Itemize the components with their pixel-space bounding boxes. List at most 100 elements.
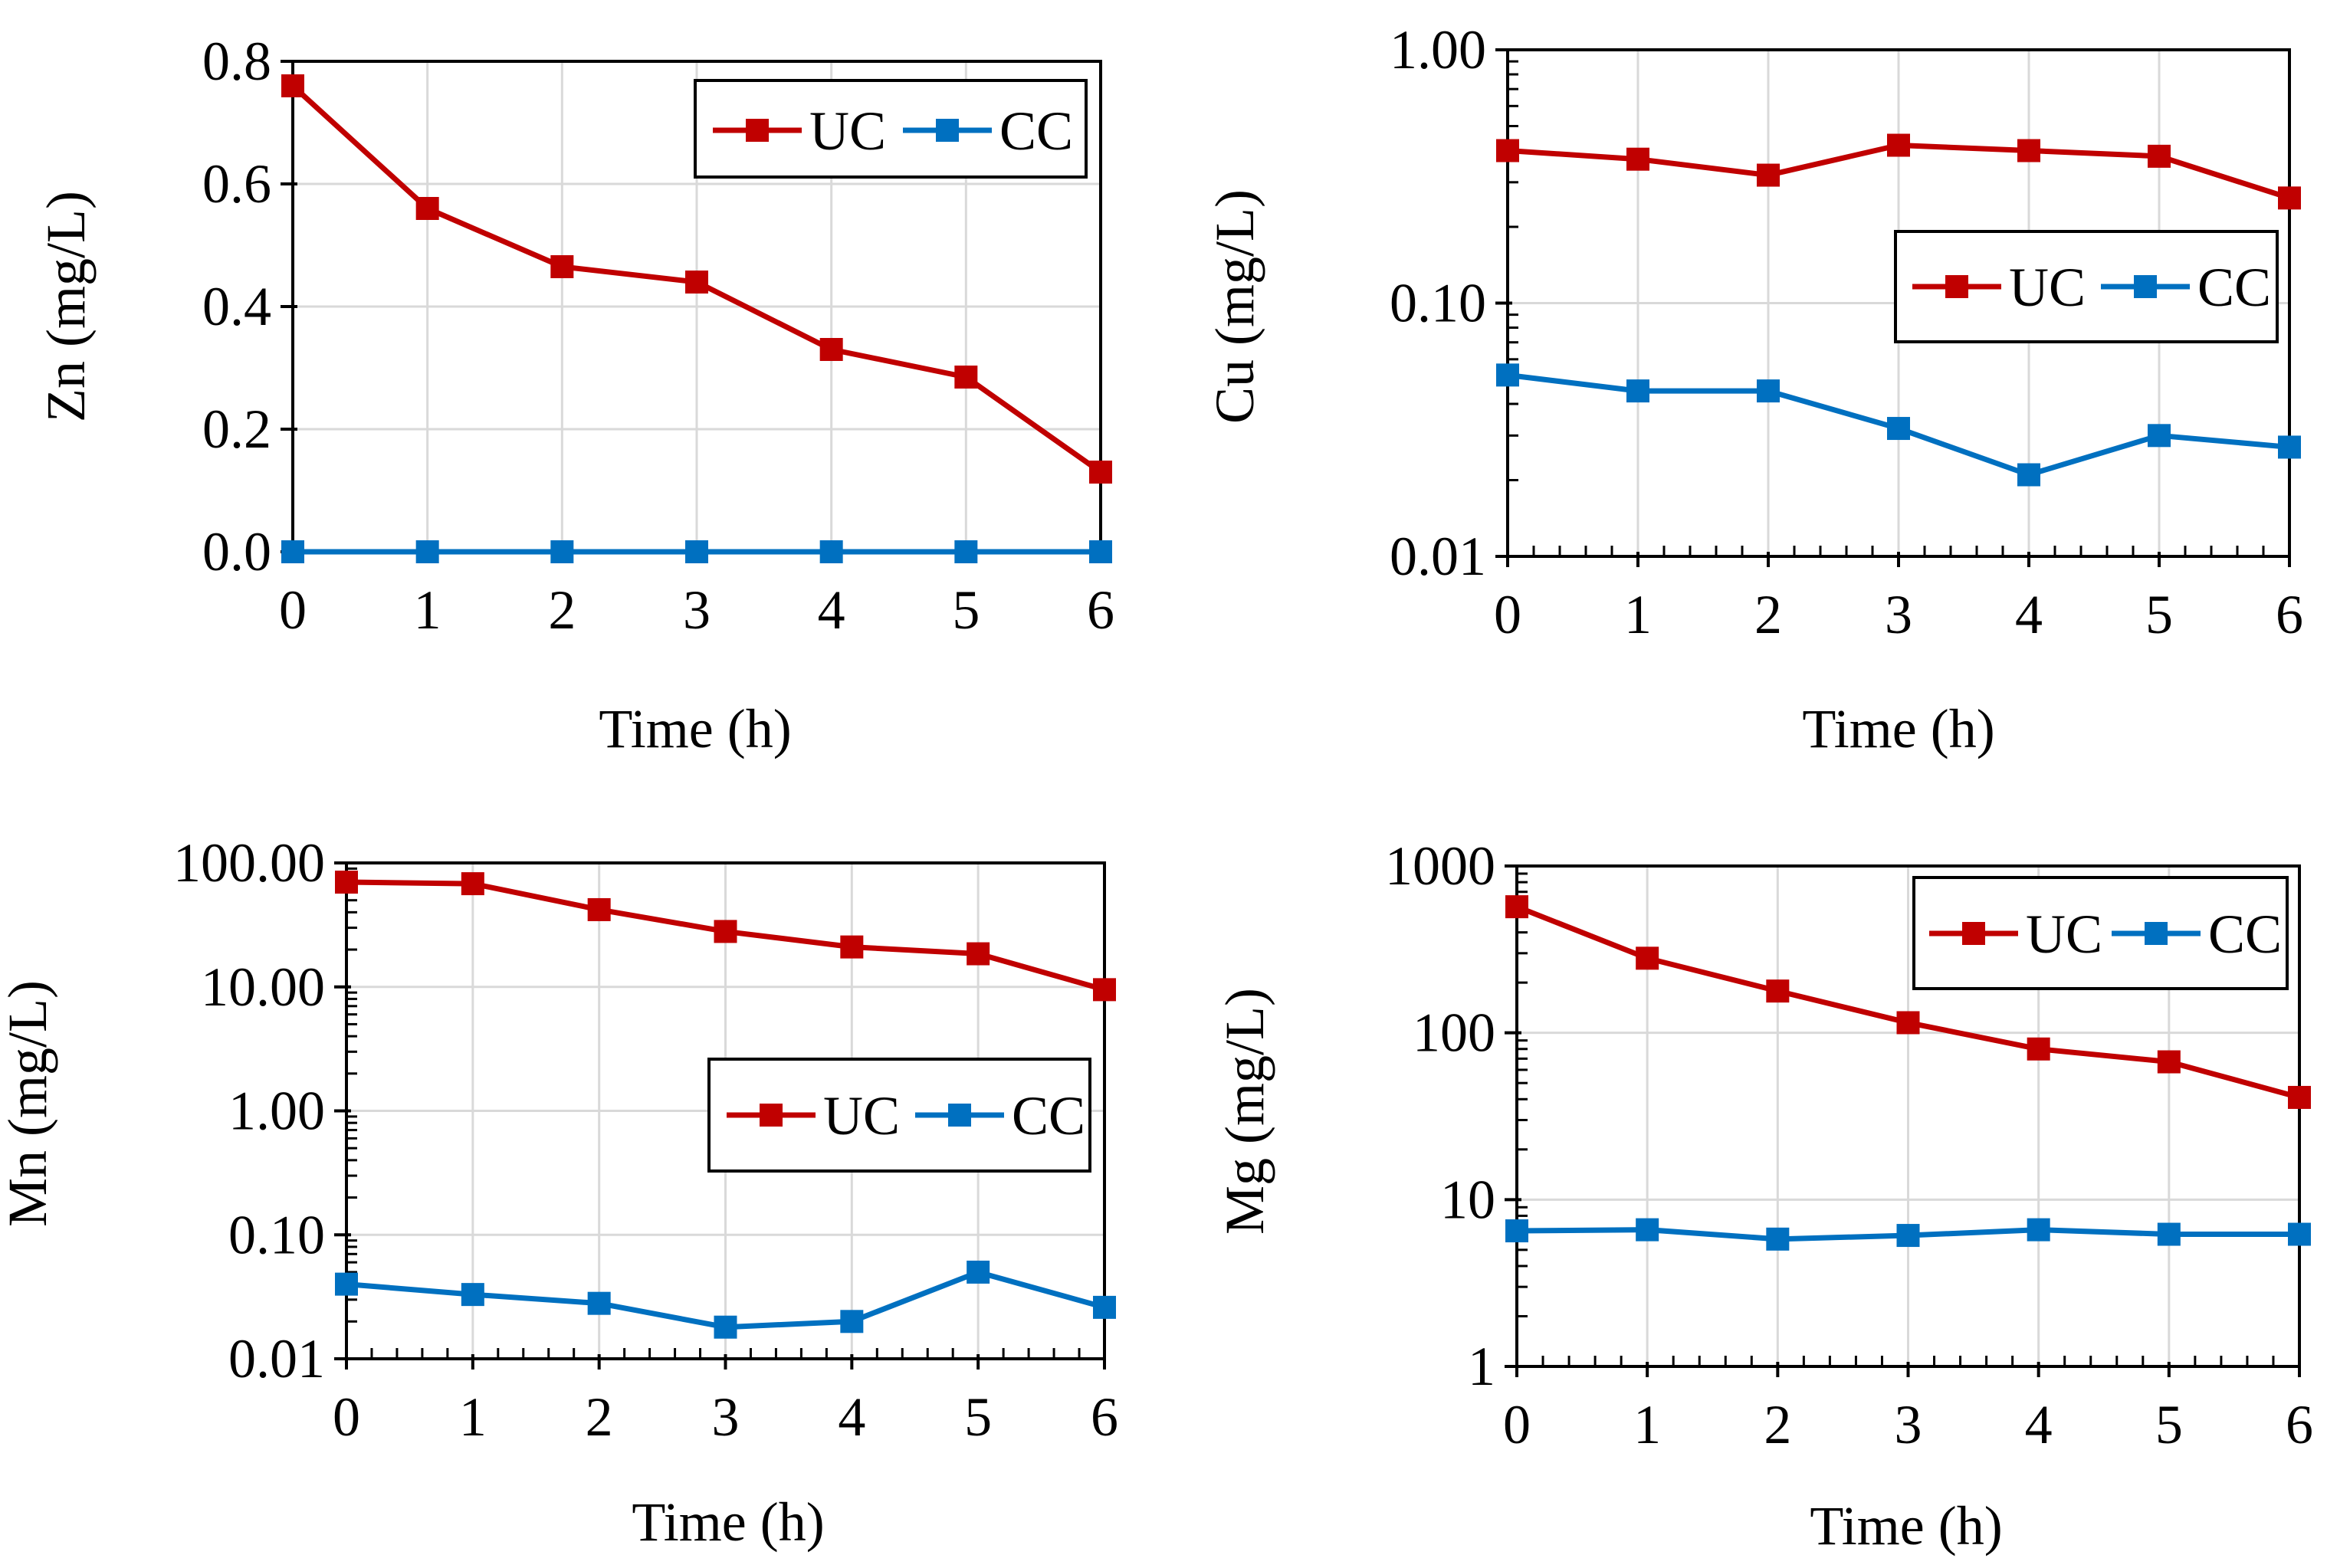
mn-x-axis-label: Time (h): [632, 1491, 824, 1553]
mn-y-tick-label: 1.00: [228, 1081, 325, 1142]
zn-legend-label-uc: UC: [809, 100, 886, 162]
zn-legend-marker-uc: [746, 119, 769, 142]
mn-y-tick-label: 10.00: [201, 956, 325, 1018]
zn-point-uc: [415, 197, 439, 220]
cu-point-cc: [2278, 435, 2301, 459]
mn-legend-marker-uc: [760, 1104, 783, 1127]
mn-legend: UC CC: [707, 1058, 1091, 1173]
mg-legend: UC CC: [1912, 876, 2289, 990]
mn-y-axis-label: Mn (mg/L): [0, 980, 58, 1227]
mn-point-cc: [461, 1283, 484, 1307]
mn-point-cc: [714, 1315, 737, 1339]
mg-x-tick-label: 3: [1895, 1394, 1922, 1455]
mg-legend-marker-cc: [2145, 922, 2168, 945]
cu-x-tick-label: 6: [2276, 584, 2303, 645]
zn-point-cc: [550, 540, 574, 563]
mg-x-tick-label: 2: [1764, 1394, 1791, 1455]
zn-legend: UC CC: [694, 79, 1088, 179]
mg-y-axis-label: Mg (mg/L): [1214, 988, 1275, 1235]
mg-point-cc: [1636, 1218, 1659, 1242]
mn-point-cc: [967, 1260, 990, 1284]
mn-chart-panel: Mn (mg/L) Time (h) 0.010.101.0010.00100.…: [0, 832, 1118, 1553]
mn-legend-label-uc: UC: [823, 1085, 900, 1146]
mn-y-tick-label: 0.01: [228, 1328, 325, 1389]
zn-point-uc: [954, 366, 978, 389]
zn-legend-label-cc: CC: [999, 100, 1073, 162]
cu-legend-label-cc: CC: [2197, 257, 2271, 318]
zn-point-cc: [685, 540, 708, 563]
mg-x-tick-label: 1: [1633, 1394, 1661, 1455]
cu-legend-label-uc: UC: [2009, 257, 2086, 318]
mg-x-tick-label: 6: [2286, 1394, 2313, 1455]
mg-legend-label-uc: UC: [2026, 904, 2102, 965]
mg-y-tick-label: 1: [1468, 1336, 1495, 1397]
mg-x-axis-label: Time (h): [1810, 1495, 2002, 1557]
zn-x-axis-label: Time (h): [599, 698, 791, 759]
cu-point-cc: [2148, 424, 2171, 448]
cu-chart-panel: Cu (mg/L) Time (h) 0.01 0.10 1.00 0 1 2 3 4 5 6 U…: [1204, 19, 2303, 759]
cu-legend: UC CC: [1894, 230, 2279, 343]
cu-x-tick-label: 0: [1494, 584, 1521, 645]
zn-y-tick-label: 0.4: [202, 276, 271, 337]
mg-y-tick-label: 1000: [1385, 835, 1495, 897]
mn-point-cc: [335, 1272, 358, 1296]
cu-legend-marker-cc: [2134, 275, 2157, 298]
cu-x-tick-label: 1: [1624, 584, 1652, 645]
mg-y-tick-label: 10: [1440, 1169, 1495, 1230]
mn-point-uc: [1093, 978, 1116, 1002]
mn-point-uc: [714, 920, 737, 943]
cu-point-uc: [2017, 139, 2040, 162]
cu-point-cc: [1757, 379, 1780, 403]
zn-chart-panel: Zn (mg/L) Time (h) 0.0 0.2 0.4 0.6 0.8 0 1 2 3 4 5…: [35, 31, 1114, 759]
zn-y-tick-label: 0.2: [202, 399, 271, 460]
zn-legend-marker-cc: [936, 119, 959, 142]
cu-x-tick-label: 5: [2145, 584, 2173, 645]
mg-point-uc: [1505, 895, 1528, 919]
zn-y-axis-label: Zn (mg/L): [35, 191, 97, 422]
mn-x-tick-label: 4: [838, 1386, 865, 1448]
mn-point-uc: [335, 871, 358, 894]
mg-point-uc: [2288, 1085, 2311, 1109]
zn-plot-area: 0.0 0.2 0.4 0.6 0.8 0 1 2 3 4 5 6: [202, 31, 1114, 641]
mg-x-tick-label: 0: [1503, 1394, 1531, 1455]
mg-point-cc: [1505, 1219, 1528, 1243]
zn-x-tick-label: 2: [548, 579, 576, 641]
mn-x-tick-label: 5: [964, 1386, 992, 1448]
mg-point-uc: [1896, 1011, 1920, 1035]
mg-point-cc: [2157, 1222, 2181, 1246]
zn-x-tick-label: 3: [683, 579, 711, 641]
mn-point-uc: [840, 935, 864, 959]
mn-x-tick-label: 2: [586, 1386, 613, 1448]
mn-legend-label-cc: CC: [1012, 1085, 1085, 1146]
mg-point-uc: [2157, 1050, 2181, 1074]
zn-x-tick-label: 6: [1087, 579, 1114, 641]
zn-point-cc: [281, 540, 304, 563]
mn-x-tick-label: 6: [1091, 1386, 1118, 1448]
cu-point-uc: [1757, 163, 1780, 187]
mg-point-uc: [2027, 1037, 2050, 1061]
cu-x-tick-label: 4: [2015, 584, 2043, 645]
cu-point-uc: [1887, 133, 1910, 157]
zn-point-cc: [415, 540, 439, 563]
zn-y-tick-label: 0.6: [202, 153, 271, 215]
zn-point-uc: [550, 255, 574, 278]
zn-y-tick-label: 0.0: [202, 521, 271, 582]
cu-point-cc: [1887, 417, 1910, 441]
cu-x-axis-label: Time (h): [1802, 698, 1994, 759]
cu-point-cc: [1496, 363, 1519, 387]
cu-point-uc: [1496, 139, 1519, 162]
mn-point-cc: [587, 1291, 611, 1315]
mn-point-cc: [840, 1310, 864, 1333]
zn-point-uc: [1089, 461, 1112, 484]
zn-point-uc: [685, 271, 708, 294]
zn-x-tick-label: 0: [279, 579, 307, 641]
mg-point-uc: [1766, 979, 1790, 1003]
zn-x-tick-label: 4: [818, 579, 845, 641]
mn-legend-marker-cc: [948, 1104, 971, 1127]
cu-y-tick-label: 0.10: [1390, 273, 1486, 334]
zn-point-cc: [819, 540, 843, 563]
cu-point-uc: [1626, 147, 1649, 171]
